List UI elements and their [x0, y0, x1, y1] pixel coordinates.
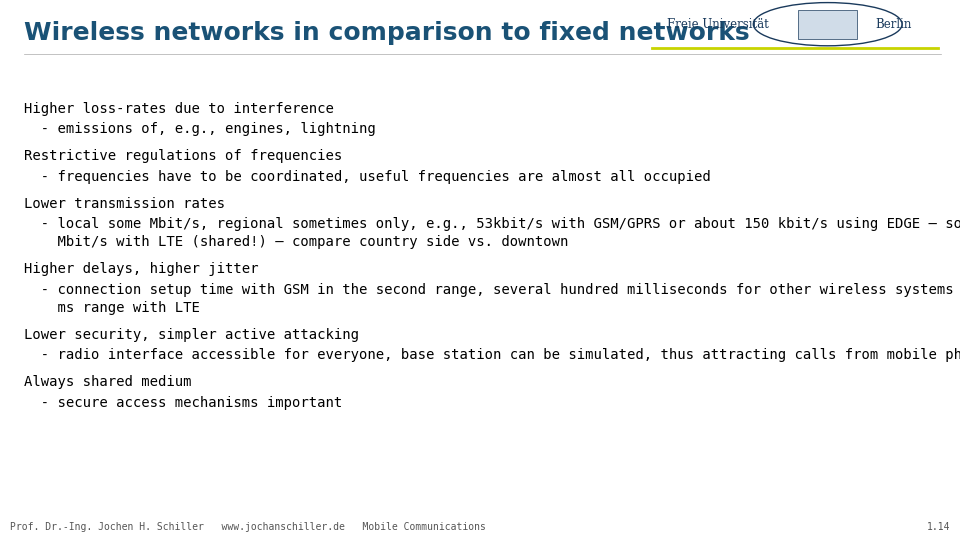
Text: Freie Universität: Freie Universität [667, 18, 769, 31]
Text: Lower transmission rates: Lower transmission rates [24, 197, 225, 211]
Text: Lower security, simpler active attacking: Lower security, simpler active attacking [24, 328, 359, 342]
Text: - local some Mbit/s, regional sometimes only, e.g., 53kbit/s with GSM/GPRS or ab: - local some Mbit/s, regional sometimes … [24, 217, 960, 231]
Text: Mbit/s with LTE (shared!) – compare country side vs. downtown: Mbit/s with LTE (shared!) – compare coun… [24, 235, 568, 249]
Text: Higher delays, higher jitter: Higher delays, higher jitter [24, 262, 258, 276]
Text: - connection setup time with GSM in the second range, several hundred millisecon: - connection setup time with GSM in the … [24, 282, 960, 296]
FancyBboxPatch shape [798, 10, 857, 39]
Text: Always shared medium: Always shared medium [24, 375, 191, 389]
Text: - emissions of, e.g., engines, lightning: - emissions of, e.g., engines, lightning [24, 122, 375, 136]
Text: - secure access mechanisms important: - secure access mechanisms important [24, 395, 343, 409]
Text: 1.14: 1.14 [927, 522, 950, 532]
Text: - frequencies have to be coordinated, useful frequencies are almost all occupied: - frequencies have to be coordinated, us… [24, 170, 710, 184]
Text: Prof. Dr.-Ing. Jochen H. Schiller   www.jochanschiller.de   Mobile Communication: Prof. Dr.-Ing. Jochen H. Schiller www.jo… [10, 522, 486, 532]
Text: Berlin: Berlin [876, 18, 912, 31]
Text: Restrictive regulations of frequencies: Restrictive regulations of frequencies [24, 150, 343, 164]
Text: ms range with LTE: ms range with LTE [24, 301, 200, 315]
Text: - radio interface accessible for everyone, base station can be simulated, thus a: - radio interface accessible for everyon… [24, 348, 960, 362]
Text: Wireless networks in comparison to fixed networks: Wireless networks in comparison to fixed… [24, 21, 750, 45]
Text: Higher loss-rates due to interference: Higher loss-rates due to interference [24, 102, 334, 116]
